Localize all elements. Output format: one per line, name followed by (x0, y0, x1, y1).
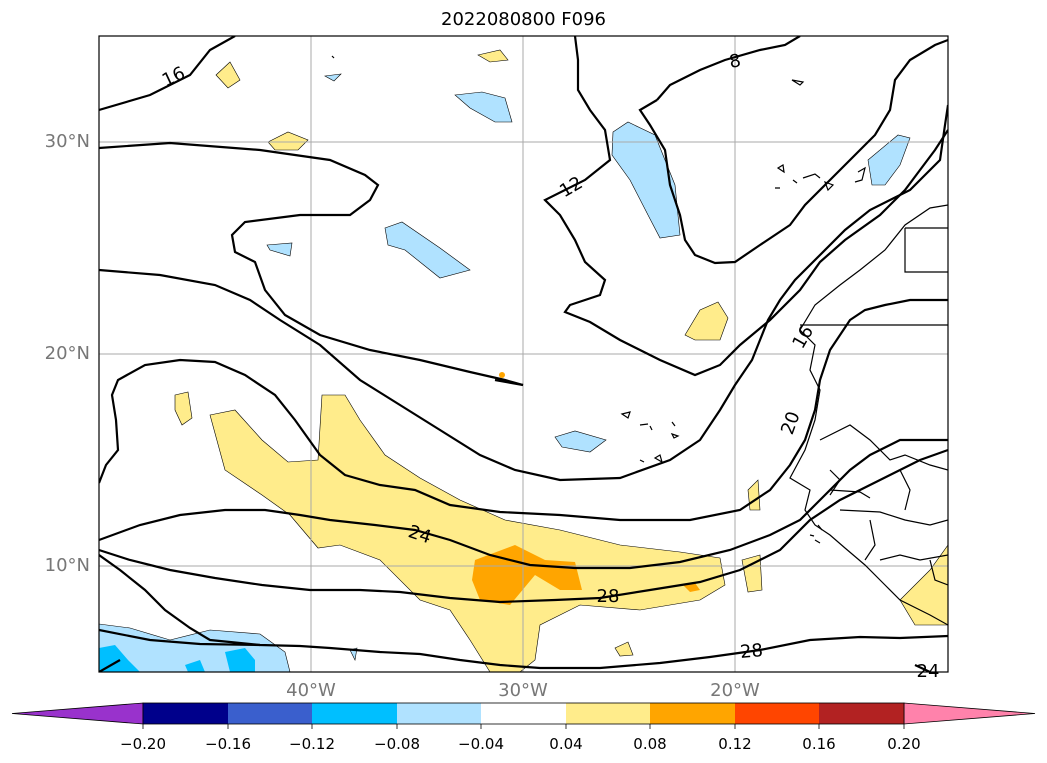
contour-label: 24 (917, 661, 940, 682)
strong-negative-region (185, 660, 205, 672)
shaded-field (99, 36, 948, 672)
contour-label: 16 (159, 63, 189, 92)
colorbar-tick-label: 0.12 (718, 735, 752, 753)
positive-patch (174, 391, 193, 426)
lon-label-20w: 20°W (710, 680, 760, 701)
lon-label-40w: 40°W (286, 680, 336, 701)
positive-patch (477, 49, 509, 63)
negative-patch (611, 121, 681, 239)
graticule (99, 36, 948, 672)
contour-label: 8 (728, 50, 743, 73)
negative-patch (454, 91, 513, 123)
negative-patch (554, 430, 607, 453)
colorbar-tick-label: −0.08 (374, 735, 420, 753)
negative-patch (867, 134, 911, 186)
colorbar-bin (566, 703, 650, 724)
positive-patch (741, 554, 763, 593)
positive-patch (215, 61, 241, 89)
contour-lines (99, 36, 948, 672)
contour-label: 12 (556, 172, 586, 202)
colorbar-tick-label: −0.16 (205, 735, 251, 753)
map-title: 2022080800 F096 (441, 9, 606, 30)
negative-patch (324, 73, 342, 82)
colorbar-tick-label: −0.04 (458, 735, 504, 753)
lat-label-30n: 30°N (44, 131, 90, 152)
colorbar-bin (650, 703, 735, 724)
positive-dot (499, 372, 505, 378)
colorbar-bin (819, 703, 904, 724)
positive-patch (899, 544, 948, 626)
positive-patch (747, 479, 761, 511)
contour-label: 28 (739, 640, 764, 663)
positive-patch (267, 131, 309, 151)
colorbar-bin (228, 703, 312, 724)
positive-patch (684, 301, 729, 341)
colorbar-tick-marks (142, 724, 905, 729)
strong-positive-core (472, 545, 582, 605)
lat-label-10n: 10°N (44, 555, 90, 576)
colorbar-bin (397, 703, 481, 724)
colorbar-bin (143, 703, 228, 724)
negative-patch (384, 221, 471, 279)
colorbar-frame (142, 702, 905, 725)
contour-label: 28 (597, 586, 620, 607)
negative-patch (266, 242, 293, 257)
colorbar-bin (481, 703, 566, 724)
colorbar (11, 702, 1036, 729)
colorbar-tick-label: 0.04 (549, 735, 583, 753)
contour-label: 20 (777, 409, 805, 438)
lon-label-30w: 30°W (498, 680, 548, 701)
positive-patch (614, 641, 634, 657)
positive-anomaly-band (209, 394, 726, 672)
small-positive-core (683, 583, 700, 592)
strong-negative-region (225, 648, 255, 672)
colorbar-bin (312, 703, 397, 724)
colorbar-over-arrow (903, 702, 1036, 725)
map-frame (98, 35, 949, 673)
colorbar-tick-label: 0.16 (802, 735, 836, 753)
colorbar-tick-label: 0.20 (887, 735, 921, 753)
lat-label-20n: 20°N (44, 343, 90, 364)
colorbar-tick-label: 0.08 (633, 735, 667, 753)
colorbar-under-arrow (11, 702, 144, 725)
colorbar-bin (735, 703, 819, 724)
coastlines (331, 55, 948, 626)
colorbar-tick-label: −0.20 (120, 735, 166, 753)
colorbar-tick-label: −0.12 (289, 735, 335, 753)
contour-label: 16 (788, 322, 818, 352)
